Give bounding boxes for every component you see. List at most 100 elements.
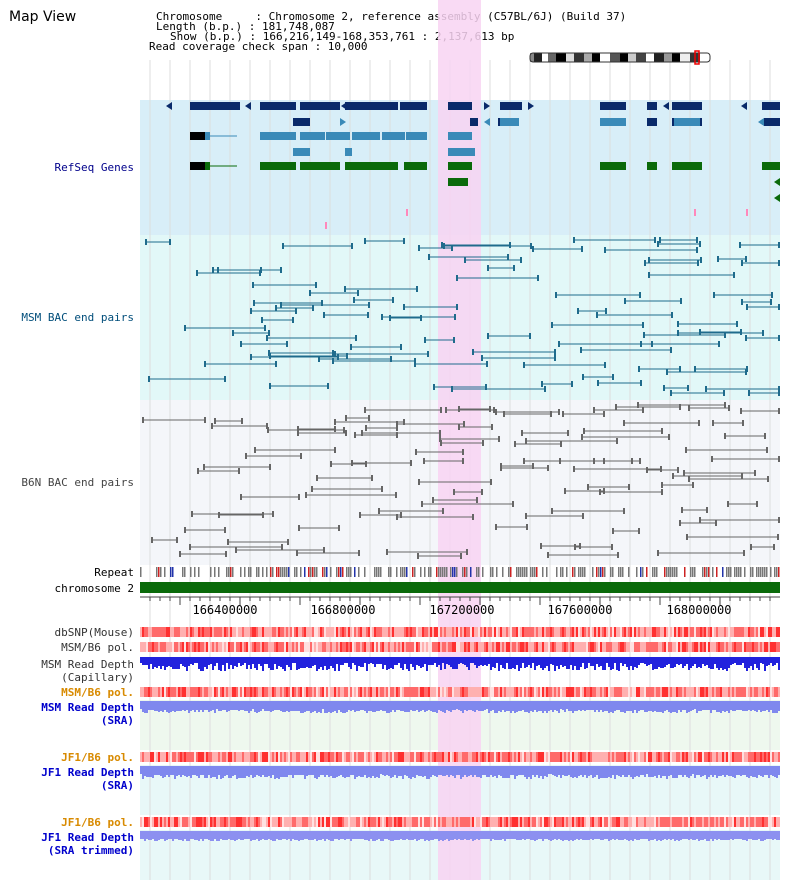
msm-pol2-cell [512,687,514,697]
track-label-msm-depth-capillary[interactable]: MSM Read Depth [41,658,134,671]
dbsnp-cell [202,627,204,637]
jf1-pol-cell [260,752,262,762]
jf1-depth-sra-bar [672,766,674,778]
b6n-bac-pair-end [381,486,383,492]
dbsnp-cell [184,627,186,637]
jf1-depth-sra-bar [342,766,344,777]
dbsnp-cell [420,627,422,637]
track-label-dbsnp[interactable]: dbSNP(Mouse) [54,626,134,639]
jf1-depth-trim-bar [376,831,378,840]
msm-depth-sra-bar [418,701,420,712]
msm-depth-sra-bar [614,701,616,711]
msm-bac-pair-end [520,257,522,263]
jf1-pol2-cell [598,817,600,827]
msm-pol2-cell [648,687,650,697]
msm-pol-cell [280,642,282,652]
msm-pol2-cell [480,687,482,697]
jf1-pol-cell [330,752,332,762]
track-label-jf1-pol-1[interactable]: JF1/B6 pol. [61,751,134,764]
jf1-depth-sra-bar [774,766,776,777]
msm-pol-cell [690,642,692,652]
b6n-bac-pair-end [453,489,455,495]
msm-depth-capillary-bar [314,657,316,665]
dbsnp-cell [536,627,538,637]
jf1-pol-cell [764,752,766,762]
msm-depth-sra-bar [330,701,332,713]
track-label-msm-depth-sra[interactable]: MSM Read Depth [41,701,134,714]
msm-depth-capillary-bar [404,657,406,664]
jf1-depth-sra-bar [286,766,288,777]
msm-pol-cell [708,642,710,652]
jf1-depth-sra-bar [458,766,460,775]
msm-pol2-cell [280,687,282,697]
jf1-depth-trim-bar [196,831,198,840]
msm-bac-pair-end [367,312,369,318]
msm-pol2-cell [380,687,382,697]
jf1-pol2-cell [222,817,224,827]
msm-pol2-cell [222,687,224,697]
msm-pol2-cell [610,687,612,697]
jf1-depth-trim-bar [624,831,626,839]
track-label-refseq[interactable]: RefSeq Genes [54,161,134,174]
dbsnp-cell [226,627,228,637]
track-label-msm-pol-1[interactable]: MSM/B6 pol. [61,641,134,654]
msm-pol2-cell [326,687,328,697]
track-label-b6n-bac[interactable]: B6N BAC end pairs [21,476,134,489]
track-label-repeat[interactable]: Repeat [94,566,134,579]
msm-pol2-cell [324,687,326,697]
b6n-bac-pair-end [525,438,527,444]
jf1-depth-sra-bar [764,766,766,775]
msm-depth-sra-bar [398,701,400,710]
jf1-depth-trim-bar [194,831,196,840]
msm-pol-cell [156,642,158,652]
jf1-pol2-cell [196,817,198,827]
jf1-pol2-cell [236,817,238,827]
track-label-jf1-pol-2[interactable]: JF1/B6 pol. [61,816,134,829]
jf1-depth-sra-bar [586,766,588,778]
track-label-msm-bac[interactable]: MSM BAC end pairs [21,311,134,324]
msm-depth-sra-bar [758,701,760,710]
jf1-pol2-cell [318,817,320,827]
track-label-jf1-depth-trimmed-sub: (SRA trimmed) [47,844,134,857]
msm-pol2-cell [662,687,664,697]
jf1-depth-sra-bar [172,766,174,775]
msm-pol-cell [386,642,388,652]
repeat-mark [322,567,324,577]
jf1-pol2-cell [666,817,668,827]
msm-bac-pair-end [487,333,489,339]
track-label-jf1-depth-trimmed[interactable]: JF1 Read Depth [41,831,134,844]
track-label-msm-pol-2[interactable]: MSM/B6 pol. [61,686,134,699]
dbsnp-cell [152,627,154,637]
jf1-pol2-cell [498,817,500,827]
jf1-pol-cell [358,752,360,762]
msm-depth-capillary-bar [392,657,394,669]
msm-pol2-cell [600,687,602,697]
msm-pol2-cell [450,687,452,697]
msm-bac-pair-end [739,242,741,248]
repeat-mark [456,567,458,577]
track-label-jf1-depth-sra[interactable]: JF1 Read Depth [41,766,134,779]
msm-bac-pair-end [351,243,353,249]
msm-pol-cell [508,642,510,652]
jf1-pol-cell [666,752,668,762]
jf1-depth-sra-bar [596,766,598,775]
msm-bac-pair-end [648,257,650,263]
dbsnp-cell [746,627,748,637]
dbsnp-cell [182,627,184,637]
jf1-depth-trim-bar [254,831,256,840]
jf1-depth-trim-bar [186,831,188,841]
jf1-depth-trim-bar [232,831,234,840]
dbsnp-cell [484,627,486,637]
b6n-bac-pair-end [581,434,583,440]
msm-pol-cell [694,642,696,652]
msm-depth-sra-bar [672,701,674,712]
jf1-pol-cell [140,752,142,762]
jf1-pol-cell [766,752,768,762]
jf1-depth-trim-bar [688,831,690,840]
msm-bac-pair-end [485,384,487,390]
msm-pol-cell [454,642,456,652]
jf1-depth-sra-bar [280,766,282,777]
dbsnp-cell [458,627,460,637]
dbsnp-cell [572,627,574,637]
